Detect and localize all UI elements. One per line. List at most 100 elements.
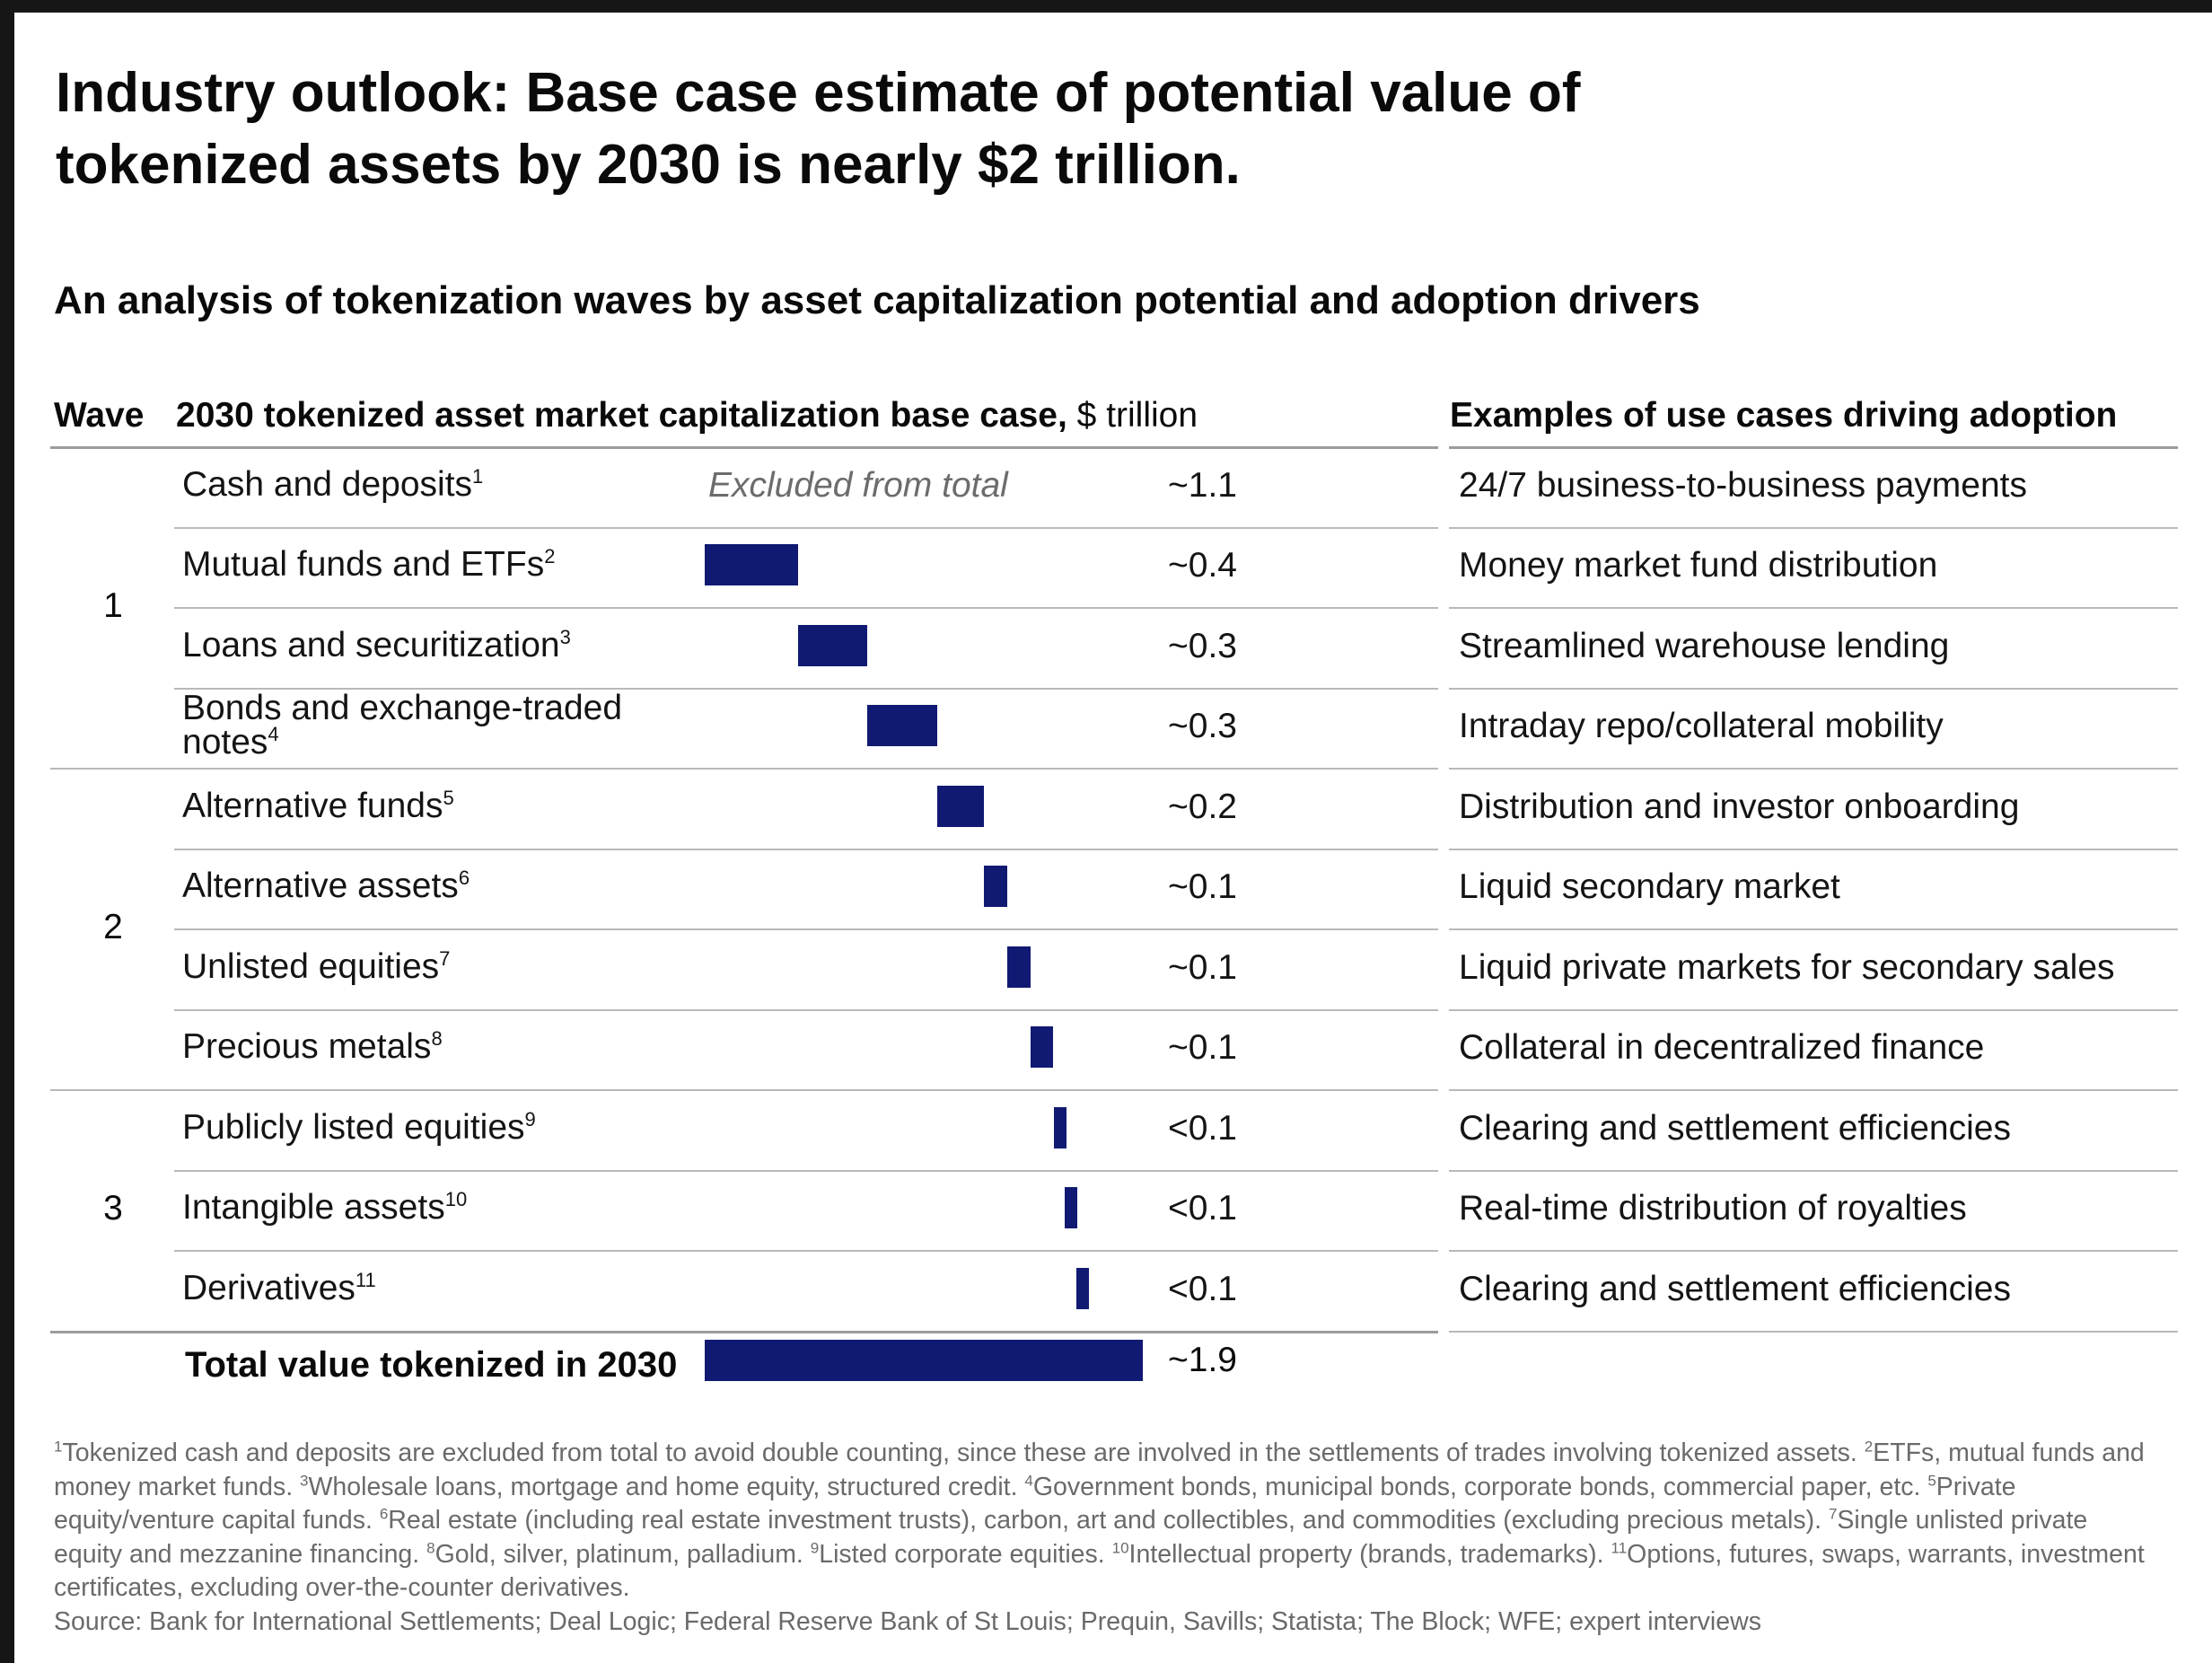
- use-case-text: Liquid private markets for secondary sal…: [1459, 947, 2115, 987]
- row-divider: [1449, 526, 2178, 529]
- asset-label: Bonds and exchange-traded notes4: [182, 691, 649, 760]
- footnote-item: ETFs, mutual funds and money market fund…: [54, 1439, 2145, 1501]
- row-divider: [174, 526, 1438, 529]
- wave-number: 1: [103, 586, 123, 625]
- use-case-text: Clearing and settlement efficiencies: [1459, 1108, 2011, 1148]
- footnote-number: 11: [1611, 1539, 1628, 1556]
- row-divider: [1449, 848, 2178, 850]
- asset-label: Unlisted equities7: [182, 946, 685, 986]
- asset-label: Mutual funds and ETFs2: [182, 545, 685, 585]
- footnote-marker: 7: [439, 946, 451, 970]
- footnote-number: 7: [1828, 1505, 1838, 1523]
- row-divider: [174, 1169, 1438, 1172]
- footnote-item: Tokenized cash and deposits are excluded…: [62, 1439, 1865, 1467]
- footnote-item: Real estate (including real estate inves…: [388, 1506, 1829, 1535]
- asset-label: Alternative funds5: [182, 786, 685, 825]
- total-value-label: ~1.9: [1168, 1341, 1237, 1379]
- waterfall-bar: [705, 544, 798, 586]
- use-case-text: Distribution and investor onboarding: [1459, 787, 2020, 826]
- use-case-text: Liquid secondary market: [1459, 867, 1840, 907]
- source-line: Source: Bank for International Settlemen…: [54, 1606, 1761, 1636]
- footnote-number: 9: [810, 1539, 820, 1556]
- asset-label: Cash and deposits1: [182, 464, 685, 504]
- footnote-marker: 10: [444, 1188, 468, 1211]
- value-label: ~0.1: [1168, 867, 1237, 907]
- row-divider: [1449, 1250, 2178, 1252]
- value-label: ~1.1: [1168, 465, 1237, 505]
- footnote-number: 6: [379, 1505, 389, 1523]
- waterfall-bar: [797, 624, 868, 666]
- row-divider: [1449, 1169, 2178, 1172]
- waterfall-bar: [1053, 1106, 1066, 1148]
- use-case-text: 24/7 business-to-business payments: [1459, 465, 2028, 505]
- row-divider: [174, 607, 1438, 609]
- footnote-number: 3: [300, 1472, 309, 1489]
- chart-column-header: 2030 tokenized asset market capitalizati…: [176, 393, 1198, 438]
- row-divider: [174, 1250, 1438, 1252]
- asset-label-text: Intangible assets: [182, 1188, 445, 1227]
- footnote-item: Listed corporate equities.: [819, 1539, 1112, 1569]
- row-divider: [50, 1330, 1438, 1333]
- chart-column-header-bold: 2030 tokenized asset market capitalizati…: [176, 396, 1067, 435]
- asset-label-text: Publicly listed equities: [182, 1107, 525, 1147]
- value-label: ~0.4: [1168, 546, 1237, 585]
- asset-label-text: Alternative funds: [182, 786, 443, 825]
- asset-label: Alternative assets6: [182, 867, 685, 906]
- asset-label-text: Derivatives: [182, 1268, 356, 1307]
- asset-label-text: Mutual funds and ETFs: [182, 545, 545, 585]
- waterfall-bar: [1006, 946, 1031, 988]
- footnote-number: 10: [1111, 1539, 1129, 1556]
- total-label: Total value tokenized in 2030: [185, 1345, 678, 1385]
- footnote-marker: 9: [524, 1107, 536, 1131]
- value-label: <0.1: [1168, 1269, 1237, 1308]
- footnote-marker: 1: [472, 464, 484, 488]
- footnote-marker: 4: [268, 723, 279, 746]
- value-label: ~0.3: [1168, 626, 1237, 665]
- waterfall-bar: [937, 785, 984, 827]
- use-case-text: Collateral in decentralized finance: [1459, 1028, 1985, 1068]
- asset-label: Precious metals8: [182, 1027, 685, 1067]
- row-divider: [1449, 1008, 2178, 1011]
- chart-column-header-unit: $ trillion: [1066, 396, 1198, 435]
- value-label: ~0.3: [1168, 707, 1237, 746]
- use-case-text: Real-time distribution of royalties: [1459, 1189, 1967, 1228]
- chart-panel: Industry outlook: Base case estimate of …: [14, 13, 2212, 1663]
- asset-label-text: Unlisted equities: [182, 946, 440, 986]
- waterfall-bar: [983, 866, 1007, 908]
- footnote-item: Single unlisted private equity and mezza…: [54, 1506, 2088, 1569]
- footnote-item: Intellectual property (brands, trademark…: [1128, 1539, 1611, 1569]
- use-case-column-header: Examples of use cases driving adoption: [1450, 396, 2118, 435]
- use-case-text: Clearing and settlement efficiencies: [1459, 1269, 2011, 1308]
- footnote-marker: 6: [458, 867, 470, 890]
- footnote-item: Government bonds, municipal bonds, corpo…: [1032, 1472, 1928, 1501]
- row-divider: [174, 848, 1438, 850]
- asset-label: Loans and securitization3: [182, 625, 685, 664]
- footnote-marker: 3: [559, 625, 571, 648]
- footnote-item: Options, futures, swaps, warrants, inves…: [54, 1539, 2145, 1603]
- value-label: ~0.1: [1168, 1028, 1237, 1068]
- waterfall-bar: [1076, 1267, 1090, 1309]
- footnote-marker: 5: [443, 786, 454, 809]
- row-divider: [1449, 768, 2178, 770]
- asset-label-text: Precious metals: [182, 1027, 432, 1067]
- value-label: ~0.2: [1168, 787, 1237, 826]
- use-case-text: Streamlined warehouse lending: [1459, 626, 1950, 665]
- asset-label-text: Cash and deposits: [182, 464, 473, 504]
- header-rule: [1449, 446, 2178, 449]
- asset-label: Publicly listed equities9: [182, 1107, 685, 1147]
- footnote-item: Wholesale loans, mortgage and home equit…: [308, 1472, 1025, 1501]
- asset-label-text: Loans and securitization: [182, 625, 560, 664]
- footnote-number: 8: [426, 1539, 435, 1556]
- footnote-item: Private equity/venture capital funds.: [54, 1472, 2016, 1535]
- asset-label-text: Alternative assets: [182, 867, 459, 906]
- footnote-number: 5: [1927, 1472, 1936, 1489]
- footnote-number: 4: [1024, 1472, 1033, 1489]
- waterfall-bar: [867, 705, 937, 747]
- value-label: ~0.1: [1168, 947, 1237, 987]
- wave-number: 3: [103, 1189, 123, 1228]
- footnote-marker: 8: [431, 1027, 443, 1051]
- footnote-number: 1: [54, 1438, 63, 1456]
- use-case-text: Money market fund distribution: [1459, 546, 1938, 585]
- wave-number: 2: [103, 908, 123, 946]
- row-divider: [174, 928, 1438, 930]
